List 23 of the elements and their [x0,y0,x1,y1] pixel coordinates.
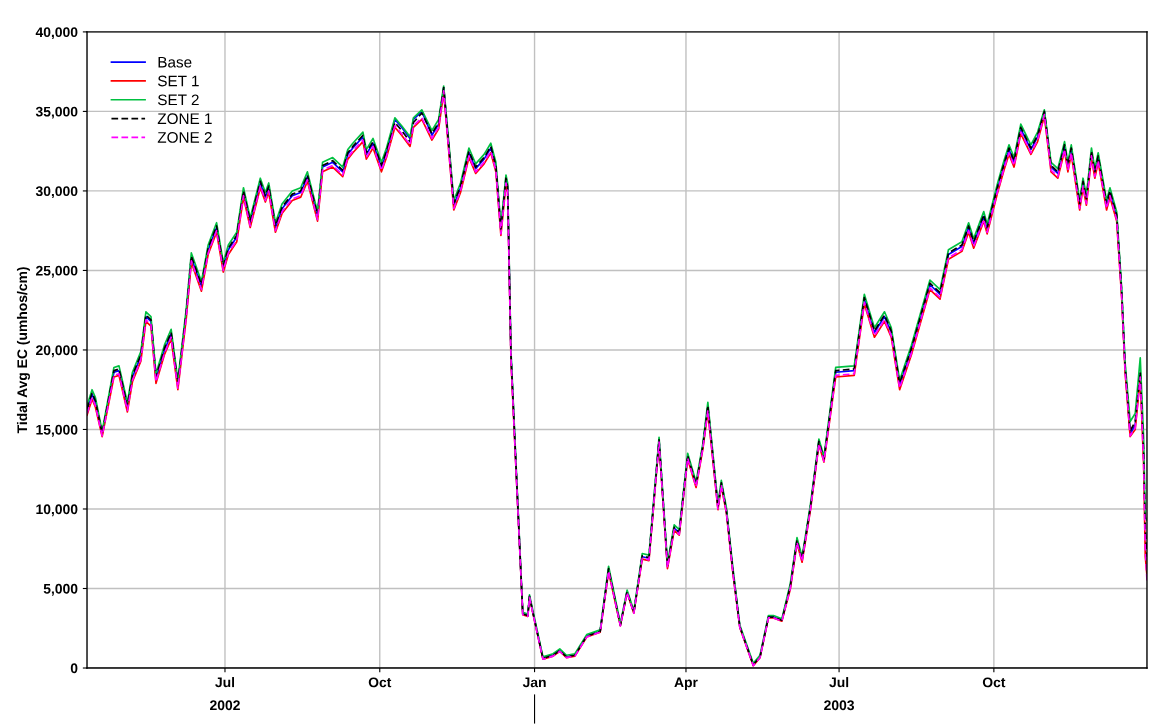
x2-tick-label: 2003 [824,700,855,711]
legend-label: ZONE 1 [157,113,212,125]
y-axis-title: Tidal Avg EC (umhos/cm) [16,267,30,434]
x-tick-label: Jul [829,677,849,688]
x-tick-label: Jul [215,677,235,688]
x-tick-label: Apr [674,677,698,690]
legend-label: SET 1 [157,75,199,87]
y-tick-label: 40,000 [35,27,78,40]
x-tick-label: Jan [522,677,546,688]
y-tick-label: 20,000 [35,345,78,358]
x2-tick-label: 2002 [210,700,240,711]
legend-label: Base [158,56,192,68]
x-tick-label: Oct [982,677,1006,688]
y-tick-label: 15,000 [36,424,78,437]
y-tick-label: 35,000 [35,106,78,119]
x-tick-label: Oct [368,677,392,688]
y-tick-label: 5,000 [43,583,78,596]
y-tick-label: 10,000 [36,504,78,517]
y-tick-label: 0 [70,663,78,674]
y-tick-label: 30,000 [35,186,78,199]
y-tick-label: 25,000 [35,265,78,278]
legend-label: ZONE 2 [157,132,212,143]
legend-label: SET 2 [157,94,199,106]
